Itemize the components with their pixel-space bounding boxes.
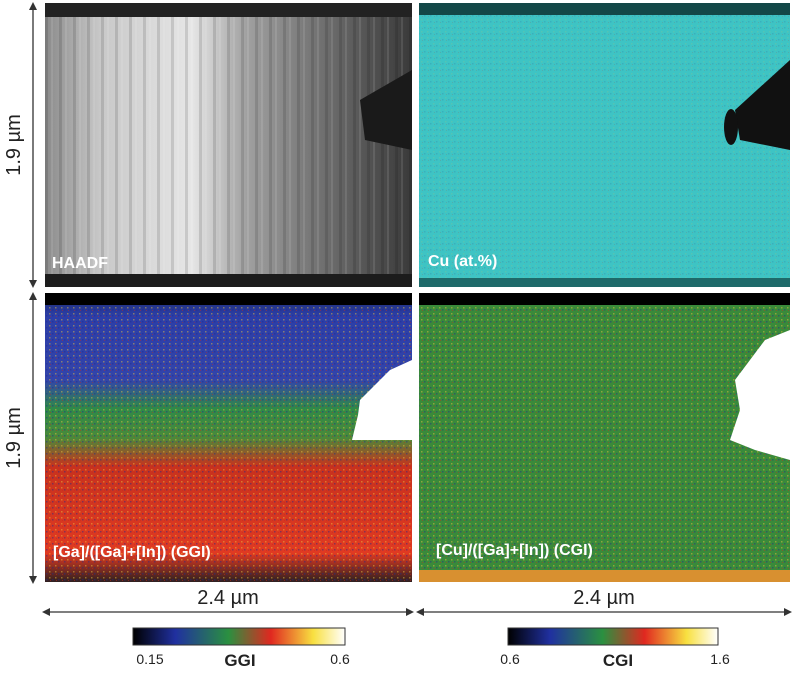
panel-haadf: HAADF (45, 3, 412, 287)
panel-cgi: [Cu]/([Ga]+[In]) (CGI) (419, 293, 790, 582)
colorbar-max: 1.6 (710, 651, 730, 667)
colorbar-min: 0.6 (500, 651, 520, 667)
panel-ggi: [Ga]/([Ga]+[In]) (GGI) (45, 293, 412, 582)
colorbar-min: 0.15 (136, 651, 163, 667)
scale-label: 2.4 µm (573, 587, 635, 609)
colorbar-title: GGI (224, 651, 255, 670)
colorbar (507, 627, 719, 646)
panel-label: [Ga]/([Ga]+[In]) (GGI) (53, 544, 211, 561)
colorbar-max: 0.6 (330, 651, 350, 667)
colorbar-title: CGI (603, 651, 633, 670)
panel-cu: Cu (at.%) (419, 3, 790, 287)
panel-label: Cu (at.%) (428, 253, 497, 270)
colorbar (132, 627, 346, 646)
scale-label: 2.4 µm (197, 587, 259, 609)
scale-label: 1.9 µm (3, 114, 25, 176)
panel-label: HAADF (52, 255, 108, 272)
scale-label: 1.9 µm (3, 407, 25, 469)
scale-arrows (29, 2, 792, 616)
panel-label: [Cu]/([Ga]+[In]) (CGI) (436, 542, 593, 559)
